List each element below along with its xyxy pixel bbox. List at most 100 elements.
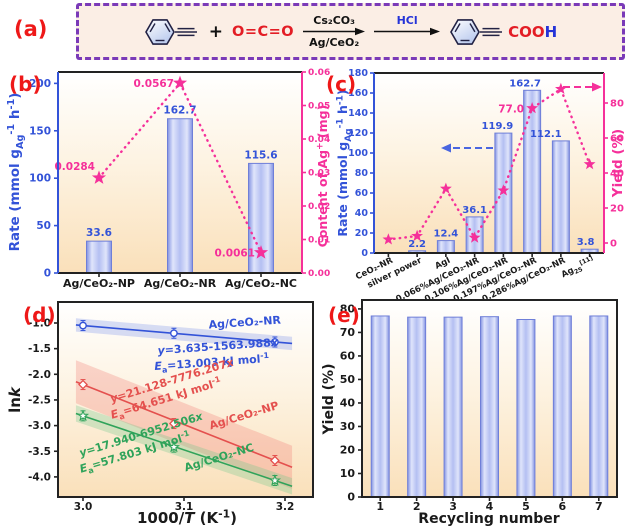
y-tick-label: 80 <box>610 99 624 110</box>
bar <box>480 316 499 498</box>
y-tick-label: 180 <box>348 68 368 79</box>
co2-formula: O=C=O <box>232 23 295 40</box>
star-marker <box>91 170 107 184</box>
panel-a-label: (a) <box>14 17 48 41</box>
category-label: Ag/CeO₂-NR <box>144 277 217 290</box>
bar <box>552 315 572 498</box>
y-tick-label: -2.5 <box>28 394 51 406</box>
right-axis-label: Content of Ag+ (mg) <box>315 105 330 248</box>
y-tick-label: 20 <box>340 443 356 456</box>
bar <box>370 315 390 498</box>
data-point <box>169 329 178 338</box>
star-marker <box>253 245 269 259</box>
x-tick-label: 7 <box>595 500 603 513</box>
triple-bond-icon <box>174 27 197 36</box>
left-axis-label: Rate (mmol gAg-1 h-1) <box>6 93 26 252</box>
panel-label: (b) <box>9 72 42 96</box>
star-marker <box>526 102 538 114</box>
star-marker <box>497 184 510 196</box>
bar <box>589 315 609 498</box>
arrow-icon <box>303 27 366 36</box>
bar-value-label: 112.1 <box>530 129 562 140</box>
y-tick-label: 30 <box>340 420 356 433</box>
triple-bond-icon <box>480 27 503 36</box>
y-tick-label: -4.0 <box>28 471 51 483</box>
star-value-label: 0.0284 <box>54 161 95 173</box>
product-structure <box>450 18 503 45</box>
reagent-cs2co3: Cs₂CO₃ <box>313 14 355 27</box>
arrow-head-icon <box>441 143 451 153</box>
series-annotation: Ag/CeO₂-NR <box>208 313 282 331</box>
bar-value-label: 162.7 <box>163 105 196 117</box>
x-tick-label: 3.0 <box>74 501 93 513</box>
bar-value-label: 12.4 <box>434 229 459 240</box>
x-tick-label: 4 <box>486 500 494 513</box>
y-tick-label: -3.5 <box>28 446 51 458</box>
y-tick-label: -3.0 <box>28 420 51 432</box>
trend-line <box>75 324 293 345</box>
bar <box>407 316 427 498</box>
y-tick-label: 80 <box>355 168 369 179</box>
y-tick-label: 20 <box>355 228 369 239</box>
bar <box>167 118 193 274</box>
catalyst-agceo2: Ag/CeO₂ <box>309 36 360 49</box>
data-point <box>167 440 180 453</box>
bar-value-label: 2.2 <box>408 239 426 250</box>
bar <box>523 89 542 254</box>
y-tick-label: 200 <box>29 78 51 90</box>
star-marker <box>411 229 423 241</box>
benzene-ring-icon <box>450 18 481 45</box>
y-tick-label: 80 <box>340 302 356 315</box>
x-tick-label: 3 <box>449 500 457 513</box>
x-tick-label: 6 <box>559 500 567 513</box>
panel-label: (e) <box>328 303 360 327</box>
x-axis-label: Recycling number <box>418 511 559 527</box>
y-tick-label: 120 <box>348 128 368 139</box>
y-tick-label: 0.00 <box>308 269 330 279</box>
bar-value-label: 162.7 <box>509 78 541 89</box>
data-point <box>76 409 90 421</box>
benzene-ring-icon <box>144 18 175 45</box>
y-tick-label: 0.01 <box>308 236 330 246</box>
data-point <box>78 379 88 390</box>
x-tick-label: 2 <box>413 500 421 513</box>
panel-c: 2.2 12.4 36.1 119.9 162.7 112.1 3.8 77.0 0 20 40 60… <box>326 68 626 305</box>
bar <box>551 140 570 254</box>
star-value-label: 0.0567 <box>133 78 174 90</box>
y-tick-label: 40 <box>610 169 624 180</box>
x-tick-label: 3.1 <box>175 501 194 513</box>
right-axis-label: Yield (%) <box>610 129 626 198</box>
data-point <box>268 474 282 486</box>
star-marker <box>468 231 481 243</box>
bar <box>443 316 463 498</box>
star-marker <box>382 233 395 245</box>
panel-e: 0 10 20 30 40 50 60 70 80 1 2 3 4 5 6 7 Recycling number… <box>321 299 618 527</box>
data-point <box>269 455 280 466</box>
panel-label: (d) <box>23 303 56 327</box>
bar <box>86 240 112 274</box>
bar-value-label: 3.8 <box>577 237 595 248</box>
reagent-hcl: HCl <box>396 14 418 27</box>
y-tick-label: 160 <box>348 88 368 99</box>
star-marker <box>440 182 452 194</box>
y-tick-label: 60 <box>340 349 356 362</box>
y-tick-label: 50 <box>36 220 51 232</box>
y-tick-label: -1.5 <box>28 343 51 355</box>
data-point <box>270 338 279 346</box>
star-marker <box>583 158 596 170</box>
y-tick-label: 10 <box>340 467 356 480</box>
y-tick-label: 70 <box>340 326 356 339</box>
star-value-label: 77.0 <box>498 103 524 115</box>
y-tick-label: -2.0 <box>28 369 51 381</box>
y-tick-label: 0 <box>347 491 355 504</box>
y-tick-label: 140 <box>348 108 368 119</box>
bar-value-label: 119.9 <box>482 121 514 132</box>
category-label: Ag/CeO₂-NC <box>225 277 297 290</box>
y-tick-label: 0 <box>44 268 51 280</box>
category-label: Ag/CeO₂-NP <box>63 277 135 290</box>
x-tick-label: 1 <box>376 500 384 513</box>
star-marker <box>555 82 567 94</box>
plus-sign: + <box>208 21 224 42</box>
